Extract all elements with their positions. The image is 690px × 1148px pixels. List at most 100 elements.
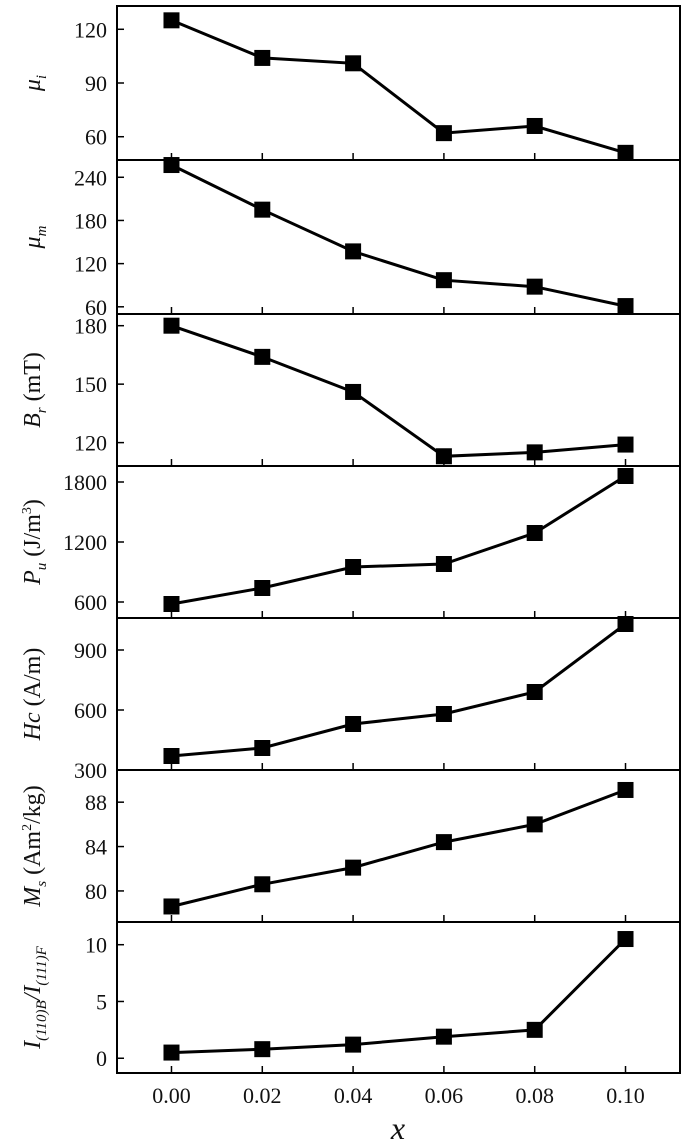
y-tick-label: 5 [96,989,107,1014]
data-point [254,580,271,596]
y-tick-label: 240 [74,165,107,190]
data-point [163,748,180,764]
panel-frame [116,921,681,1074]
y-tick-label: 90 [85,71,107,96]
data-point [435,706,452,722]
y-tick-label: 60 [85,125,107,150]
series-line [170,163,626,308]
x-tick-label: 0.10 [606,1083,645,1108]
y-axis-label: Br (mT) [20,352,50,428]
y-tick-label: 120 [74,431,107,456]
y-axis-label: I(110)B/I(111)F [20,945,50,1049]
data-point [617,468,634,484]
y-axis-label: μi [20,75,50,92]
data-point [254,740,271,756]
data-point [345,559,362,575]
panel-frame [116,465,681,619]
y-tick-label: 150 [74,372,107,397]
data-point [163,317,180,334]
y-tick-label: 1200 [63,530,107,555]
panel-1: 60 90 120 μi [20,5,681,161]
data-point [345,859,362,876]
y-tick-label: 900 [74,638,107,663]
y-tick-label: 88 [85,790,107,815]
y-tick-label: 180 [74,314,107,339]
data-point [526,684,543,700]
data-point [345,1036,362,1053]
data-point [526,444,543,461]
data-point [617,931,634,948]
data-point [345,55,362,72]
data-point [617,616,634,632]
data-point [163,1044,180,1061]
series-line [171,622,627,758]
data-point [435,448,452,465]
data-point [163,12,180,29]
panel-frame [116,159,681,315]
chart-panels: 60 90 120 μi 60 120 180 240 μm 120 150 180 Br (mT) 60… [20,5,681,1074]
data-point [254,1041,271,1058]
panel-6: 80 84 88 Ms (Am2/kg) [20,769,681,923]
y-tick-label: 10 [85,933,107,958]
data-point [163,596,180,612]
y-tick-label: 0 [96,1046,107,1071]
data-point [435,125,452,142]
data-point [617,781,634,798]
data-point [526,816,543,833]
data-point [163,157,180,174]
panel-5: 300 600 900 Hc (A/m) [20,616,681,783]
data-point [254,348,271,365]
panel-7: 0 5 10 I(110)B/I(111)F [20,921,681,1074]
series-line [171,474,627,606]
data-point [254,49,271,66]
y-tick-label: 80 [85,879,107,904]
x-axis: 0.00 0.02 0.04 0.06 0.08 0.10 x [152,1083,645,1146]
y-tick-label: 600 [74,698,107,723]
panel-frame [116,5,681,161]
data-point [254,201,271,218]
data-point [617,436,634,453]
y-tick-label: 1800 [63,470,107,495]
y-tick-label: 300 [74,758,107,783]
data-point [345,716,362,732]
y-tick-label: 120 [74,17,107,42]
data-point [526,525,543,541]
data-point [345,383,362,400]
y-axis-label: Hc (A/m) [20,648,46,742]
data-point [526,278,543,295]
y-tick-label: 84 [85,835,107,860]
data-point [617,144,634,161]
y-tick-label: 600 [74,590,107,615]
data-point [435,556,452,572]
y-tick-label: 180 [74,208,107,233]
data-point [435,272,452,289]
series-line [170,18,626,155]
series-line [171,788,627,908]
data-point [526,1021,543,1038]
panel-frame [116,617,681,771]
x-tick-label: 0.08 [515,1083,554,1108]
y-axis-label: Ms (Am2/kg) [20,785,50,908]
data-point [435,834,452,851]
panel-2: 60 120 180 240 μm [20,157,681,320]
series-line [171,324,626,458]
data-point [254,876,271,893]
x-tick-label: 0.04 [334,1083,373,1108]
x-tick-label: 0.06 [425,1083,464,1108]
data-point [526,117,543,134]
y-tick-label: 60 [85,295,107,320]
data-point [163,898,180,915]
y-tick-label: 120 [74,252,107,277]
panel-3: 120 150 180 Br (mT) [20,313,681,467]
x-axis-label: x [390,1110,405,1146]
data-point [345,243,362,260]
y-axis-label: Pu (J/m3) [20,499,50,586]
panel-4: 600 1200 1800 Pu (J/m3) [20,465,681,619]
series-line [171,937,627,1055]
y-axis-label: μm [20,225,50,249]
x-tick-label: 0.02 [243,1083,282,1108]
data-point [617,298,634,315]
data-point [435,1028,452,1045]
x-tick-label: 0.00 [152,1083,191,1108]
